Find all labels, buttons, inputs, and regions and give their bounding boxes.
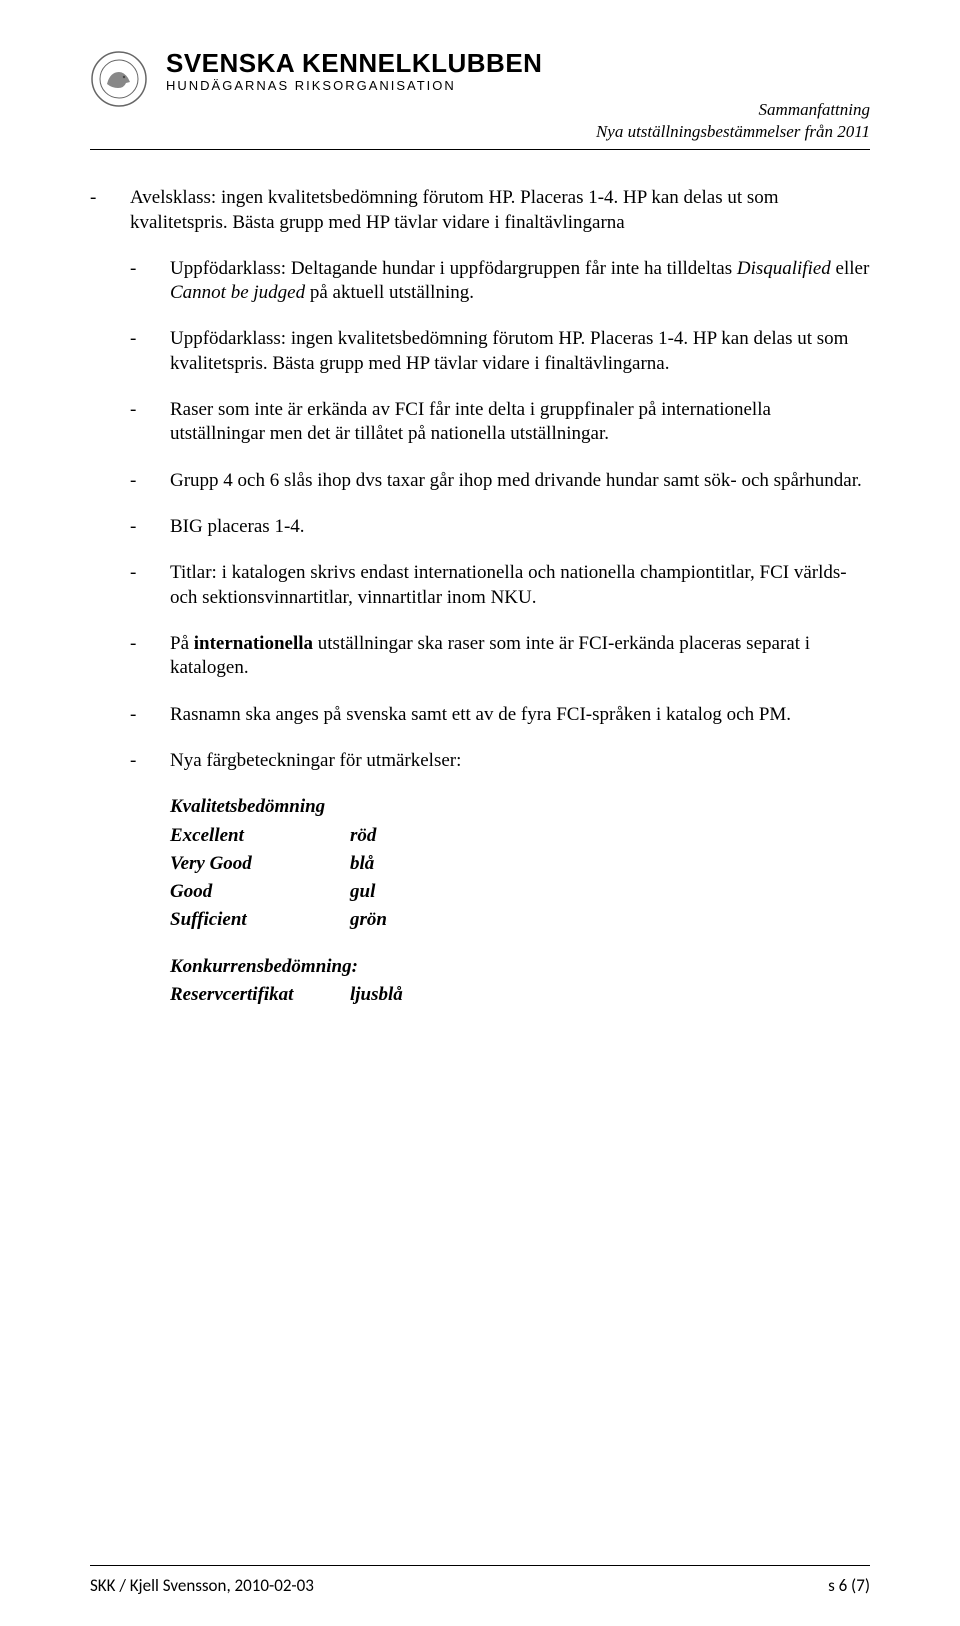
doc-meta-line-2: Nya utställningsbestämmelser från 2011 [166, 121, 870, 143]
section-heading: Konkurrensbedömning: [170, 955, 870, 979]
bullet-text: Avelsklass: ingen kvalitetsbedömning för… [130, 187, 779, 232]
competition-color-table: Reservcertifikatljusblå [170, 983, 870, 1007]
header-row: SVENSKA KENNELKLUBBEN HUNDÄGARNAS RIKSOR… [90, 50, 870, 143]
section-heading: Kvalitetsbedömning [170, 795, 870, 819]
bullet-item: Raser som inte är erkända av FCI får int… [130, 398, 870, 447]
bullet-item: Avelsklass: ingen kvalitetsbedömning för… [90, 186, 870, 1007]
footer-rule [90, 1565, 870, 1566]
color-label: Very Good [170, 852, 350, 876]
document-body: Avelsklass: ingen kvalitetsbedömning för… [90, 186, 870, 1007]
bullet-item: Uppfödarklass: Deltagande hundar i uppfö… [130, 257, 870, 306]
bullet-text: på aktuell utställning. [305, 282, 474, 303]
bullet-item: På internationella utställningar ska ras… [130, 632, 870, 681]
bullet-text: På [170, 633, 194, 654]
bullet-text: Titlar: i katalogen skrivs endast intern… [170, 562, 847, 607]
doc-meta-line-1: Sammanfattning [166, 99, 870, 121]
bullet-item: Titlar: i katalogen skrivs endast intern… [130, 561, 870, 610]
bullet-item: Rasnamn ska anges på svenska samt ett av… [130, 703, 870, 727]
bold-term: internationella [194, 633, 313, 654]
color-row: Goodgul [170, 880, 870, 904]
color-row: Very Goodblå [170, 852, 870, 876]
bullet-text: Nya färgbeteckningar för utmärkelser: [170, 750, 461, 771]
bullet-item: Grupp 4 och 6 slås ihop dvs taxar går ih… [130, 469, 870, 493]
color-row: Excellentröd [170, 824, 870, 848]
bullet-item: BIG placeras 1-4. [130, 515, 870, 539]
top-bullet-list: Avelsklass: ingen kvalitetsbedömning för… [90, 186, 870, 1007]
color-value: grön [350, 908, 387, 932]
italic-term: Cannot be judged [170, 282, 305, 303]
bullet-item: Nya färgbeteckningar för utmärkelser: [130, 749, 870, 773]
organization-text: SVENSKA KENNELKLUBBEN HUNDÄGARNAS RIKSOR… [166, 50, 870, 143]
bullet-text: Uppfödarklass: Deltagande hundar i uppfö… [170, 258, 737, 279]
color-label: Excellent [170, 824, 350, 848]
organization-logo [90, 50, 148, 113]
document-meta: Sammanfattning Nya utställningsbestämmel… [166, 99, 870, 143]
bullet-text: eller [831, 258, 870, 279]
footer-left: SKK / Kjell Svensson, 2010-02-03 [90, 1575, 314, 1596]
color-row: Sufficientgrön [170, 908, 870, 932]
color-row: Reservcertifikatljusblå [170, 983, 870, 1007]
bullet-text: Rasnamn ska anges på svenska samt ett av… [170, 704, 791, 725]
bullet-item: Uppfödarklass: ingen kvalitetsbedömning … [130, 327, 870, 376]
footer-right: s 6 (7) [828, 1575, 870, 1596]
header-rule [90, 149, 870, 150]
bullet-text: BIG placeras 1-4. [170, 516, 305, 537]
color-value: ljusblå [350, 983, 403, 1007]
quality-section: Kvalitetsbedömning ExcellentrödVery Good… [130, 795, 870, 1007]
bullet-text: Raser som inte är erkända av FCI får int… [170, 399, 771, 444]
bullet-text: Uppfödarklass: ingen kvalitetsbedömning … [170, 328, 848, 373]
italic-term: Disqualified [737, 258, 831, 279]
organization-subtitle: HUNDÄGARNAS RIKSORGANISATION [166, 78, 870, 93]
color-value: gul [350, 880, 375, 904]
quality-color-table: ExcellentrödVery GoodblåGoodgulSufficien… [170, 824, 870, 933]
page-footer: SKK / Kjell Svensson, 2010-02-03 s 6 (7) [90, 1575, 870, 1596]
color-label: Good [170, 880, 350, 904]
color-value: blå [350, 852, 374, 876]
color-label: Reservcertifikat [170, 983, 350, 1007]
color-value: röd [350, 824, 376, 848]
bullet-text: Grupp 4 och 6 slås ihop dvs taxar går ih… [170, 470, 862, 491]
organization-title: SVENSKA KENNELKLUBBEN [166, 50, 870, 76]
sub-bullet-list: Uppfödarklass: Deltagande hundar i uppfö… [130, 257, 870, 1008]
color-label: Sufficient [170, 908, 350, 932]
